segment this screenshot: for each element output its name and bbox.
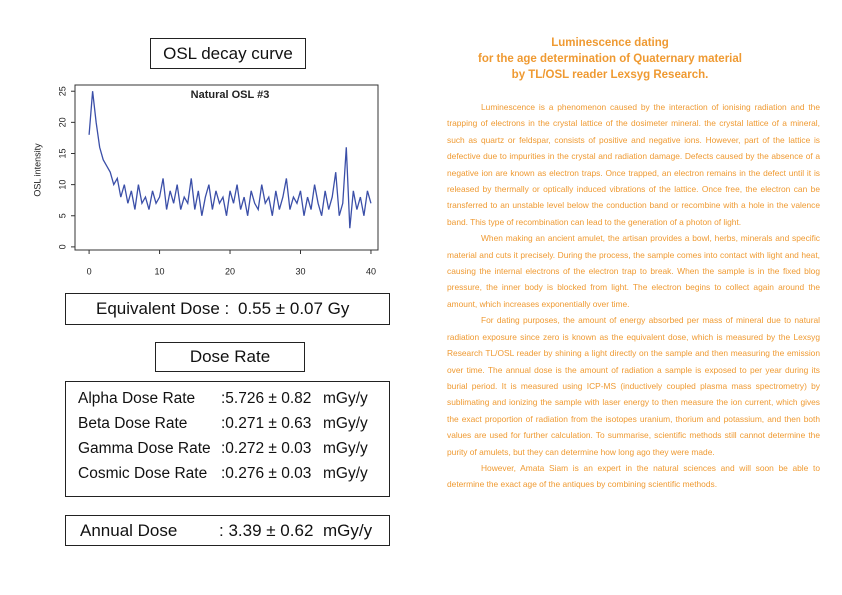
x-tick-label: 10 <box>155 266 165 276</box>
dose-rate-value: :0.272 ± 0.03 <box>221 440 312 457</box>
data-line <box>88 91 372 229</box>
x-tick-label: 40 <box>366 266 376 276</box>
x-tick-label: 0 <box>87 266 92 276</box>
dose-rate-value: :0.276 ± 0.03 <box>221 465 312 482</box>
y-tick-label: 0 <box>57 244 67 249</box>
y-tick-label: 25 <box>57 86 67 96</box>
plot-frame <box>74 84 379 251</box>
chart-title: Natural OSL #3 <box>191 89 270 101</box>
dose-rate-label: Alpha Dose Rate <box>78 390 196 407</box>
y-tick-label: 5 <box>57 213 67 218</box>
dose-rate-unit: mGy/y <box>323 415 368 432</box>
dose-rate-unit: mGy/y <box>323 390 368 407</box>
title-line: Luminescence dating <box>551 37 669 49</box>
annual-dose-label: Annual Dose <box>80 521 178 540</box>
dose-rate-label: Gamma Dose Rate <box>78 440 211 457</box>
y-tick-label: 15 <box>57 148 67 158</box>
dose-rate-label: Cosmic Dose Rate <box>78 465 208 482</box>
dose-rate-heading: Dose Rate <box>155 342 305 372</box>
x-tick-label: 30 <box>295 266 305 276</box>
dose-rate-unit: mGy/y <box>323 465 368 482</box>
body-text: Luminescence is a phenomenon caused by t… <box>447 99 820 493</box>
y-axis-label: OSL intensity <box>32 143 42 197</box>
annual-dose-box: Annual Dose : 3.39 ± 0.62 mGy/y <box>65 515 390 546</box>
paragraph: For dating purposes, the amount of energ… <box>447 315 820 457</box>
dose-rate-label: Beta Dose Rate <box>78 415 188 432</box>
chart-heading: OSL decay curve <box>150 38 306 69</box>
dose-rate-value: :5.726 ± 0.82 <box>221 390 312 407</box>
chart: Natural OSL #3 OSL intensity 0 5 10 15 20 25 0… <box>32 84 379 276</box>
dose-rate-unit: mGy/y <box>323 440 368 457</box>
title-line: by TL/OSL reader Lexsyg Research. <box>511 69 709 81</box>
annual-dose-value: : 3.39 ± 0.62 <box>219 521 314 540</box>
paragraph: When making an ancient amulet, the artis… <box>447 233 820 309</box>
x-tick-label: 20 <box>225 266 235 276</box>
paragraph: However, Amata Siam is an expert in the … <box>447 462 820 490</box>
equivalent-dose-box: Equivalent Dose : 0.55 ± 0.07 Gy <box>65 293 390 325</box>
y-tick-label: 20 <box>57 117 67 127</box>
title-line: for the age determination of Quaternary … <box>478 53 742 65</box>
equivalent-dose-label: Equivalent Dose : <box>96 299 230 318</box>
equivalent-dose-value: 0.55 ± 0.07 Gy <box>238 299 350 318</box>
paragraph: Luminescence is a phenomenon caused by t… <box>447 102 820 227</box>
annual-dose-unit: mGy/y <box>323 521 373 540</box>
dose-rate-value: :0.271 ± 0.63 <box>221 415 312 432</box>
y-tick-label: 10 <box>57 180 67 190</box>
dose-rate-box: Alpha Dose Rate :5.726 ± 0.82 mGy/y Beta Do… <box>65 381 390 497</box>
